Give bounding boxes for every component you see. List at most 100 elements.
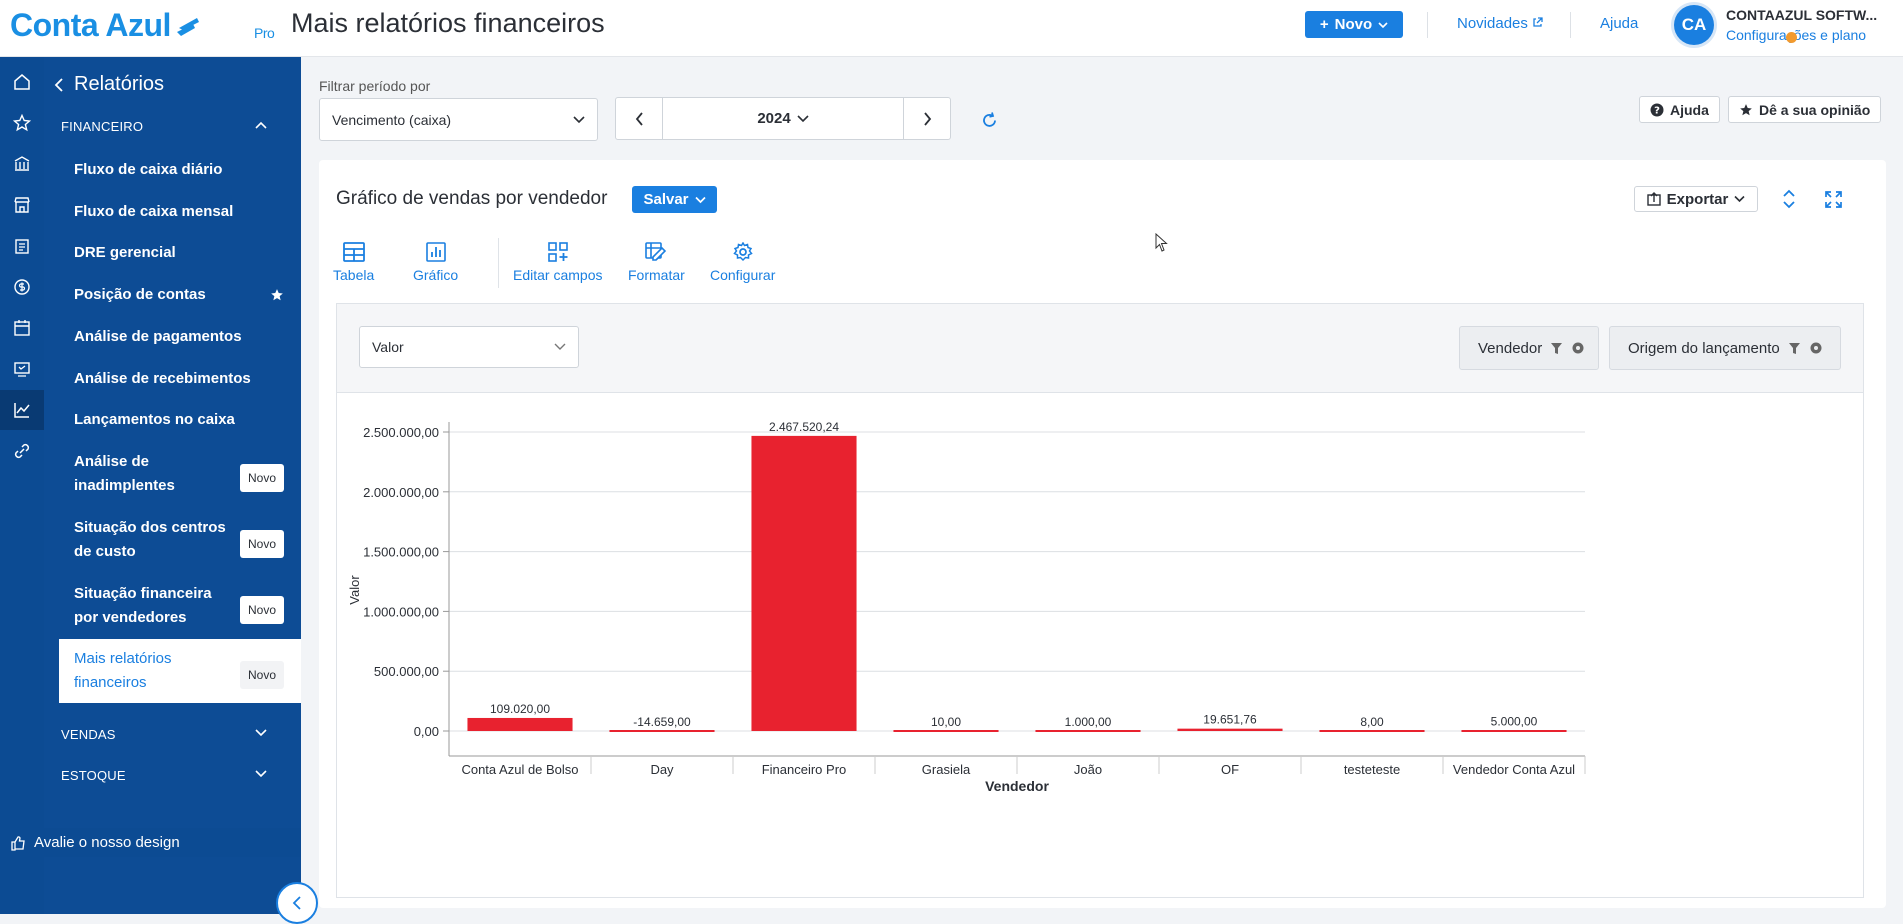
bar <box>467 717 573 731</box>
rate-design-link[interactable]: Avalie o nosso design <box>0 828 301 857</box>
sidebar-item-mais-relatorios[interactable]: Mais relatórios financeiros Novo <box>59 639 301 703</box>
sidebar-item-label: Análise de <box>74 453 150 470</box>
star-icon[interactable] <box>0 103 44 143</box>
refresh-icon[interactable] <box>980 111 999 130</box>
dimension-origem[interactable]: Origem do lançamento <box>1609 326 1841 370</box>
bar <box>1035 730 1141 732</box>
collapse-sidebar-button[interactable] <box>276 882 318 924</box>
chevron-down-icon <box>255 729 267 737</box>
next-year-button[interactable] <box>904 98 950 139</box>
external-link-icon <box>1533 17 1543 27</box>
dimension-vendedor[interactable]: Vendedor <box>1459 326 1599 370</box>
news-link[interactable]: Novidades <box>1457 15 1543 32</box>
filter-icon[interactable] <box>1550 342 1563 355</box>
filter-icon[interactable] <box>1788 342 1801 355</box>
x-tick-label: testeteste <box>1344 762 1400 777</box>
money-icon[interactable] <box>0 267 44 307</box>
reports-chart-icon[interactable] <box>0 390 44 430</box>
tab-grafico[interactable]: Gráfico <box>413 242 458 283</box>
sidebar-item-posicao-contas[interactable]: Posição de contas <box>74 283 284 307</box>
rate-design-label: Avalie o nosso design <box>34 834 180 851</box>
feedback-button[interactable]: Dê a sua opinião <box>1728 96 1882 123</box>
sidebar-item-dre[interactable]: DRE gerencial <box>74 241 284 265</box>
toolbar-divider <box>498 238 499 288</box>
calendar-icon[interactable] <box>0 308 44 348</box>
logo-tier: Pro <box>254 25 275 41</box>
sidebar-item-label-line2: financeiros <box>74 674 147 691</box>
expand-vertical-icon[interactable] <box>1782 189 1796 209</box>
x-axis-title: Vendedor <box>985 778 1049 794</box>
star-filled-icon[interactable] <box>270 288 284 302</box>
sidebar-item-analise-recebimentos[interactable]: Análise de recebimentos <box>74 367 284 391</box>
section-estoque[interactable]: ESTOQUE <box>61 768 285 783</box>
chevron-down-icon <box>1378 21 1388 28</box>
bar <box>1177 728 1283 731</box>
news-link-label: Novidades <box>1457 15 1528 32</box>
section-financeiro[interactable]: FINANCEIRO <box>61 119 285 134</box>
sidebar-item-fluxo-mensal[interactable]: Fluxo de caixa mensal <box>74 200 284 224</box>
sidebar-item-lancamentos-caixa[interactable]: Lançamentos no caixa <box>74 408 284 432</box>
sidebar-item-situacao-vendedores[interactable]: Situação financeira por vendedores Novo <box>74 582 284 630</box>
home-icon[interactable] <box>0 62 44 102</box>
x-tick-label: Conta Azul de Bolso <box>461 762 578 777</box>
sidebar-back-button[interactable]: Relatórios <box>54 73 164 96</box>
clipboard-icon[interactable] <box>0 226 44 266</box>
help-button-label: Ajuda <box>1670 101 1709 118</box>
company-name[interactable]: CONTAAZUL SOFTW... <box>1726 7 1878 23</box>
save-button[interactable]: Salvar <box>632 186 717 213</box>
export-icon <box>1646 192 1661 206</box>
x-tick-label: OF <box>1221 762 1239 777</box>
previous-year-button[interactable] <box>616 98 662 139</box>
new-badge: Novo <box>239 596 284 624</box>
fullscreen-icon[interactable] <box>1825 191 1842 208</box>
edit-fields-icon <box>547 242 568 262</box>
sidebar-item-fluxo-diario[interactable]: Fluxo de caixa diário <box>74 158 284 182</box>
tab-label: Gráfico <box>413 267 459 283</box>
year-dropdown[interactable]: 2024 <box>662 98 904 139</box>
chevron-up-icon <box>255 121 267 129</box>
help-button[interactable]: ? Ajuda <box>1639 96 1720 123</box>
measure-select[interactable]: Valor <box>359 326 579 368</box>
tab-label: Tabela <box>333 267 375 283</box>
report-title: Gráfico de vendas por vendedor <box>336 188 608 209</box>
sidebar-item-label-line2: inadimplentes <box>74 477 175 494</box>
sidebar-item-analise-pagamentos[interactable]: Análise de pagamentos <box>74 325 284 349</box>
report-card: Gráfico de vendas por vendedor Salvar Ex… <box>319 160 1886 908</box>
edit-fields-button[interactable]: Editar campos <box>513 242 602 283</box>
data-label: 5.000,00 <box>1491 714 1538 728</box>
format-button[interactable]: Formatar <box>628 242 685 283</box>
section-vendas[interactable]: VENDAS <box>61 727 285 742</box>
table-icon <box>342 242 365 262</box>
data-label: 8,00 <box>1360 715 1384 729</box>
link-icon[interactable] <box>0 431 44 471</box>
y-tick-label: 500.000,00 <box>374 664 439 679</box>
y-tick-label: 1.500.000,00 <box>363 545 439 560</box>
data-label: 10,00 <box>931 715 961 729</box>
year-selector: 2024 <box>615 97 951 140</box>
tab-tabela[interactable]: Tabela <box>333 242 374 283</box>
help-link[interactable]: Ajuda <box>1600 15 1639 32</box>
configure-button[interactable]: Configurar <box>710 242 775 283</box>
bank-icon[interactable] <box>0 144 44 184</box>
data-label: 19.651,76 <box>1203 713 1257 727</box>
logo[interactable]: Conta Azul Pro <box>10 7 275 44</box>
bar-chart-icon <box>425 242 446 262</box>
chevron-left-icon <box>292 896 301 910</box>
x-tick-label: Financeiro Pro <box>762 762 847 777</box>
data-label: -14.659,00 <box>633 715 691 729</box>
gear-icon[interactable] <box>1571 341 1585 355</box>
sidebar-item-centros-custo[interactable]: Situação dos centros de custo Novo <box>74 516 284 564</box>
cart-icon[interactable] <box>0 349 44 389</box>
gear-icon[interactable] <box>1809 341 1823 355</box>
export-button[interactable]: Exportar <box>1634 186 1758 212</box>
sidebar-item-inadimplentes[interactable]: Análise de inadimplentes Novo <box>74 450 284 498</box>
new-button[interactable]: + Novo <box>1305 11 1403 38</box>
chevron-down-icon <box>1734 195 1745 203</box>
x-tick-label: Day <box>650 762 674 777</box>
period-filter-select[interactable]: Vencimento (caixa) <box>319 98 598 141</box>
avatar[interactable]: CA <box>1674 5 1714 45</box>
sidebar-item-label: DRE gerencial <box>74 244 176 261</box>
bar-chart: 0,00 500.000,00 1.000.000,00 1.500.000,00 2.… <box>347 420 1586 794</box>
store-icon[interactable] <box>0 185 44 225</box>
svg-text:?: ? <box>1654 105 1660 116</box>
